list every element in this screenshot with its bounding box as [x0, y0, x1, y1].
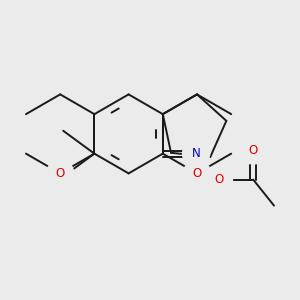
Text: N: N [192, 147, 200, 160]
Circle shape [47, 160, 74, 187]
Text: O: O [56, 167, 65, 180]
Circle shape [183, 140, 210, 167]
Text: O: O [249, 144, 258, 157]
Circle shape [206, 166, 233, 193]
Circle shape [240, 137, 267, 164]
Circle shape [184, 160, 211, 187]
Text: O: O [192, 167, 202, 180]
Text: O: O [214, 173, 224, 186]
